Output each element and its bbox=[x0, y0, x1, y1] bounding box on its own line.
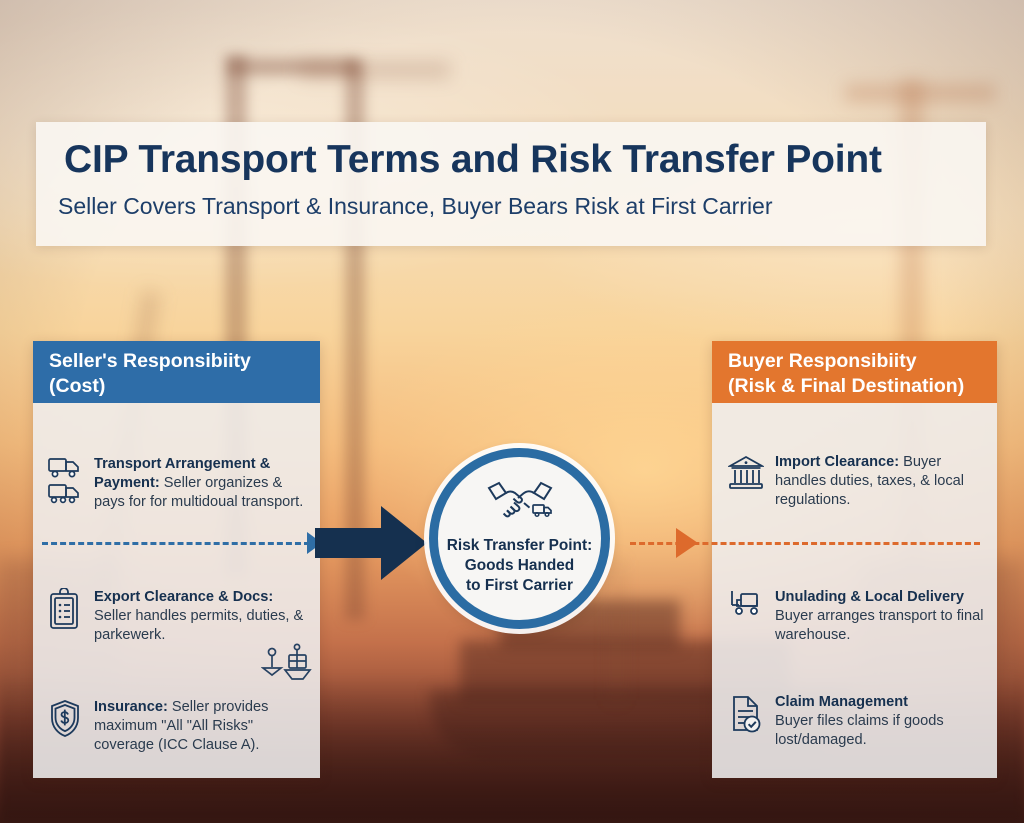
buyer-panel-header-line1: Buyer Responsibiity bbox=[728, 350, 917, 372]
handshake-truck-icon bbox=[483, 478, 557, 527]
buyer-panel-header: Buyer Responsibiity (Risk & Final Destin… bbox=[712, 341, 997, 403]
list-item-title: Import Clearance: bbox=[775, 454, 900, 470]
list-item-title: Unulading & Local Delivery bbox=[775, 589, 964, 605]
page-subtitle: Seller Covers Transport & Insurance, Buy… bbox=[58, 193, 773, 219]
list-item: Insurance: Seller provides maximum "All … bbox=[47, 698, 309, 755]
delivery-truck-icon bbox=[47, 455, 83, 512]
page-title: CIP Transport Terms and Risk Transfer Po… bbox=[64, 138, 882, 181]
clipboard-document-icon bbox=[47, 588, 83, 645]
list-item: Claim Management Buyer files claims if g… bbox=[728, 693, 984, 750]
background-mast bbox=[613, 560, 620, 700]
list-item-body: Buyer handles duties, taxes, & local reg… bbox=[775, 454, 965, 508]
list-item-title: Transport Arrangement & Payment: bbox=[94, 456, 271, 491]
list-item: Export Clearance & Docs: Seller handles … bbox=[47, 588, 309, 645]
background-crane-right-arm bbox=[845, 84, 995, 102]
seller-flow-dashed-line bbox=[42, 542, 310, 545]
background-crane-mid-arm bbox=[300, 62, 450, 78]
hub-label-line1: Risk Transfer Point: bbox=[446, 537, 593, 554]
list-item-text: Claim Management Buyer files claims if g… bbox=[775, 693, 984, 750]
hub-label-line3: to First Carrier bbox=[466, 577, 573, 594]
document-check-icon bbox=[728, 693, 764, 750]
list-item-body: Seller handles permits, duties, & parkew… bbox=[94, 608, 304, 643]
list-item-text: Insurance: Seller provides maximum "All … bbox=[94, 698, 309, 755]
buyer-flow-dashed-line bbox=[630, 542, 980, 545]
seller-responsibility-panel: Seller's Responsibiity (Cost) bbox=[33, 341, 320, 778]
list-item-text: Transport Arrangement & Payment: Seller … bbox=[94, 455, 309, 512]
list-item: Transport Arrangement & Payment: Seller … bbox=[47, 455, 309, 512]
seller-panel-body: Transport Arrangement & Payment: Seller … bbox=[33, 403, 320, 778]
list-item: Unulading & Local Delivery Buyer arrange… bbox=[728, 588, 984, 645]
list-item-text: Export Clearance & Docs: Seller handles … bbox=[94, 588, 309, 645]
ship-anchor-icon bbox=[260, 641, 313, 694]
list-item-text: Import Clearance: Buyer handles duties, … bbox=[775, 453, 984, 510]
background-crane-left-arm bbox=[228, 58, 358, 76]
buyer-panel-body: Import Clearance: Buyer handles duties, … bbox=[712, 403, 997, 778]
list-item-body: Seller organizes & pays for for multidou… bbox=[94, 475, 304, 510]
title-card: CIP Transport Terms and Risk Transfer Po… bbox=[36, 122, 986, 246]
risk-transfer-point-hub: Risk Transfer Point: Goods Handed to Fir… bbox=[429, 448, 610, 629]
seller-panel-header: Seller's Responsibiity (Cost) bbox=[33, 341, 320, 403]
bank-customs-icon bbox=[728, 453, 764, 510]
list-item-title: Export Clearance & Docs: bbox=[94, 589, 274, 605]
list-item-body: Buyer files claims if goods lost/damaged… bbox=[775, 713, 944, 748]
risk-transfer-arrow-icon bbox=[315, 504, 427, 587]
seller-panel-header-line1: Seller's Responsibiity bbox=[49, 350, 251, 372]
buyer-responsibility-panel: Buyer Responsibiity (Risk & Final Destin… bbox=[712, 341, 997, 778]
buyer-panel-header-line2: (Risk & Final Destination) bbox=[728, 375, 965, 397]
seller-panel-header-line2: (Cost) bbox=[49, 375, 106, 397]
list-item-body: Seller provides maximum "All "All Risks"… bbox=[94, 699, 269, 753]
list-item-title: Claim Management bbox=[775, 694, 908, 710]
hub-label: Risk Transfer Point: Goods Handed to Fir… bbox=[447, 536, 592, 596]
list-item: Import Clearance: Buyer handles duties, … bbox=[728, 453, 984, 510]
hub-label-line2: Goods Handed bbox=[464, 557, 575, 574]
list-item-text: Unulading & Local Delivery Buyer arrange… bbox=[775, 588, 984, 645]
list-item-title: Insurance: bbox=[94, 699, 168, 715]
forklift-icon bbox=[728, 588, 764, 645]
list-item-body: Buyer arranges transport to final wareho… bbox=[775, 608, 984, 643]
buyer-flow-arrowhead-icon bbox=[676, 528, 698, 558]
shield-dollar-icon bbox=[47, 698, 83, 755]
